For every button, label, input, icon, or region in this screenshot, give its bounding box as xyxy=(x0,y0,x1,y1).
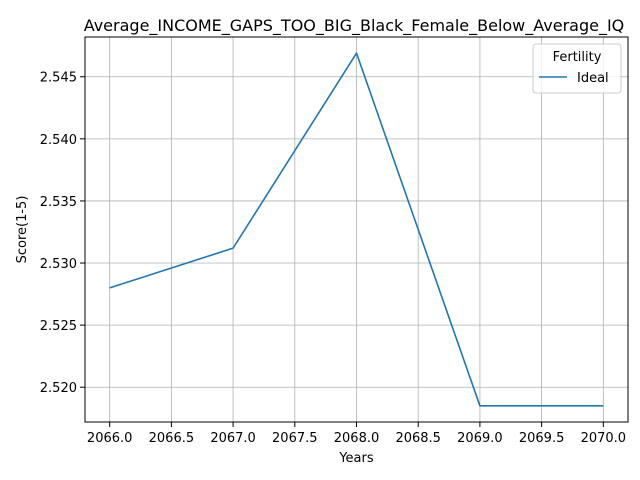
y-tick-label: 2.545 xyxy=(40,71,77,86)
legend-title: Fertility xyxy=(553,50,602,65)
y-axis-label: Score(1-5) xyxy=(15,196,30,264)
x-tick-label: 2070.0 xyxy=(581,431,627,446)
chart-title: Average_INCOME_GAPS_TOO_BIG_Black_Female… xyxy=(84,16,625,36)
x-tick-label: 2068.0 xyxy=(334,431,380,446)
legend: Fertility Ideal xyxy=(532,43,622,94)
y-axis: 2.520 2.525 2.530 2.535 2.540 2.545 xyxy=(40,71,85,396)
y-tick-label: 2.530 xyxy=(40,257,77,272)
series-layer xyxy=(109,52,604,407)
y-tick-label: 2.525 xyxy=(40,319,77,334)
legend-label-ideal: Ideal xyxy=(577,71,609,86)
x-tick-label: 2068.5 xyxy=(395,431,441,446)
y-tick-label: 2.540 xyxy=(40,133,77,148)
x-tick-label: 2066.0 xyxy=(87,431,133,446)
y-tick-label: 2.535 xyxy=(40,195,77,210)
x-axis: 2066.0 2066.5 2067.0 2067.5 2068.0 2068.5 2069… xyxy=(87,422,626,446)
x-tick-label: 2067.5 xyxy=(272,431,318,446)
legend-box xyxy=(532,43,622,94)
x-tick-label: 2066.5 xyxy=(149,431,195,446)
y-tick-label: 2.520 xyxy=(40,381,77,396)
grid xyxy=(85,37,628,422)
x-tick-label: 2067.0 xyxy=(210,431,256,446)
x-tick-label: 2069.5 xyxy=(519,431,565,446)
x-axis-label: Years xyxy=(338,451,374,466)
x-tick-label: 2069.0 xyxy=(457,431,503,446)
